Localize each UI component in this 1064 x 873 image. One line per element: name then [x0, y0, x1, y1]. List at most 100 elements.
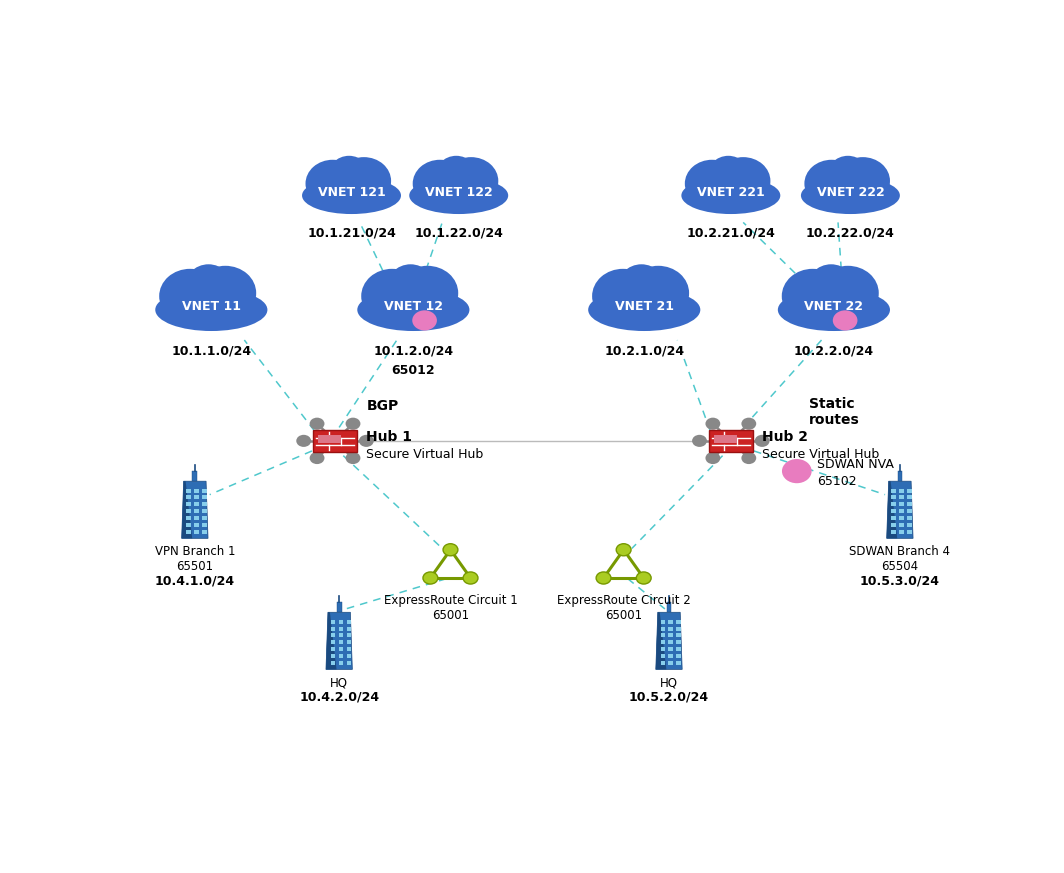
Polygon shape — [655, 612, 666, 670]
Ellipse shape — [826, 155, 870, 201]
Bar — [331, 620, 335, 623]
Bar — [347, 661, 351, 665]
Bar — [908, 489, 912, 492]
Bar — [899, 530, 904, 533]
Bar — [347, 640, 351, 644]
Text: Hub 1: Hub 1 — [366, 430, 413, 444]
Ellipse shape — [361, 269, 422, 323]
Circle shape — [742, 417, 757, 430]
Circle shape — [616, 544, 631, 556]
Bar — [202, 489, 207, 492]
Circle shape — [705, 417, 720, 430]
Text: 10.4.1.0/24: 10.4.1.0/24 — [154, 574, 235, 588]
Bar — [338, 627, 344, 630]
Bar — [668, 620, 674, 623]
Bar — [331, 647, 335, 651]
FancyBboxPatch shape — [709, 430, 753, 452]
Bar — [899, 509, 904, 513]
Text: VPN Branch 1: VPN Branch 1 — [154, 545, 235, 558]
Bar — [677, 627, 681, 630]
Text: VNET 222: VNET 222 — [816, 186, 884, 199]
Ellipse shape — [628, 265, 689, 320]
Polygon shape — [326, 612, 352, 670]
Bar — [661, 620, 665, 623]
Bar — [667, 602, 671, 612]
Bar — [908, 502, 912, 506]
Bar — [908, 530, 912, 533]
Bar — [892, 530, 896, 533]
Bar — [186, 516, 192, 520]
Bar — [202, 516, 207, 520]
Text: VNET 221: VNET 221 — [697, 186, 765, 199]
Bar — [677, 634, 681, 637]
Bar — [186, 530, 192, 533]
Text: HQ: HQ — [330, 676, 348, 689]
Text: Secure Virtual Hub: Secure Virtual Hub — [366, 448, 484, 461]
Bar — [668, 640, 674, 644]
Circle shape — [705, 452, 720, 464]
Ellipse shape — [681, 177, 780, 214]
Text: ExpressRoute Circuit 2: ExpressRoute Circuit 2 — [556, 595, 691, 607]
Bar — [892, 509, 896, 513]
Text: BGP: BGP — [366, 399, 399, 413]
Ellipse shape — [801, 177, 900, 214]
Bar — [898, 471, 902, 481]
Text: 65501: 65501 — [177, 560, 214, 573]
Ellipse shape — [716, 157, 770, 205]
Text: SDWAN NVA: SDWAN NVA — [817, 458, 895, 471]
Bar — [338, 640, 344, 644]
Ellipse shape — [706, 155, 750, 201]
Bar — [677, 654, 681, 658]
Polygon shape — [886, 481, 897, 539]
Ellipse shape — [336, 157, 392, 205]
Circle shape — [310, 452, 325, 464]
Bar — [347, 634, 351, 637]
FancyBboxPatch shape — [318, 436, 340, 443]
Polygon shape — [326, 612, 336, 670]
Bar — [347, 647, 351, 651]
Ellipse shape — [782, 269, 844, 323]
Text: 65102: 65102 — [817, 475, 857, 488]
Bar — [899, 496, 904, 499]
Bar — [899, 523, 904, 527]
Bar — [202, 523, 207, 527]
Text: VNET 22: VNET 22 — [804, 300, 863, 313]
Bar — [668, 627, 674, 630]
Ellipse shape — [778, 289, 890, 331]
Bar — [677, 661, 681, 665]
Bar — [195, 489, 199, 492]
Bar — [677, 640, 681, 644]
Circle shape — [833, 310, 858, 331]
Text: 10.1.21.0/24: 10.1.21.0/24 — [307, 226, 396, 239]
Text: 10.2.2.0/24: 10.2.2.0/24 — [794, 345, 874, 358]
Bar — [186, 509, 192, 513]
Text: 10.5.2.0/24: 10.5.2.0/24 — [629, 691, 709, 704]
Text: VNET 21: VNET 21 — [615, 300, 674, 313]
Bar — [668, 661, 674, 665]
Bar — [195, 516, 199, 520]
Ellipse shape — [616, 265, 667, 316]
Circle shape — [443, 544, 458, 556]
Circle shape — [692, 435, 706, 447]
Bar — [186, 502, 192, 506]
Ellipse shape — [160, 269, 221, 323]
Circle shape — [596, 572, 611, 584]
Polygon shape — [182, 481, 193, 539]
Bar — [338, 647, 344, 651]
Circle shape — [296, 435, 311, 447]
Bar — [347, 627, 351, 630]
Text: 10.5.3.0/24: 10.5.3.0/24 — [860, 574, 940, 588]
Bar — [331, 661, 335, 665]
Ellipse shape — [413, 160, 467, 208]
Polygon shape — [886, 481, 913, 539]
Ellipse shape — [434, 155, 479, 201]
Text: 65504: 65504 — [881, 560, 918, 573]
Bar — [202, 502, 207, 506]
Bar — [892, 489, 896, 492]
Bar — [677, 620, 681, 623]
Bar — [202, 530, 207, 533]
Ellipse shape — [805, 265, 857, 316]
Circle shape — [346, 417, 361, 430]
Circle shape — [782, 459, 812, 484]
Bar — [331, 634, 335, 637]
